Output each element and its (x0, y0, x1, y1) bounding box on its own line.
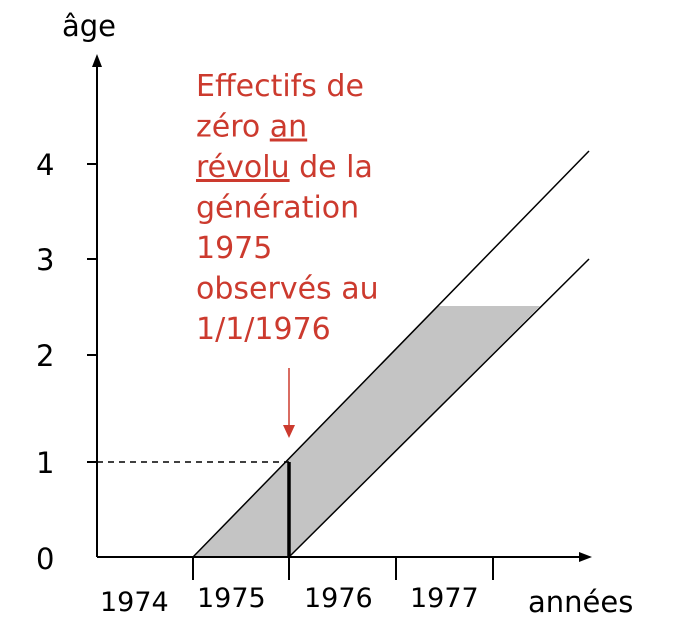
x-axis-arrow (579, 552, 592, 562)
annotation-underlined-word: révolu (196, 150, 290, 185)
lifeline-upper (192, 150, 590, 558)
generation-band-shade (193, 306, 540, 557)
annotation-line-segment: 1975 (196, 231, 272, 266)
annotation-arrow-head (283, 425, 295, 438)
y-tick-label: 1 (36, 446, 54, 480)
annotation-line-segment: 1/1/1976 (196, 312, 331, 347)
x-axis-title: années (528, 585, 633, 619)
y-tick-label: 0 (36, 542, 54, 576)
y-axis-arrow (92, 54, 102, 67)
y-tick-label: 2 (36, 339, 54, 373)
annotation-line-segment: de la (290, 150, 373, 185)
lifeline-lower (288, 258, 590, 558)
annotation-line-segment: génération (196, 191, 359, 226)
x-tick-label: 1974 (100, 587, 169, 618)
y-axis-title: âge (62, 9, 116, 43)
annotation-line-segment: observés au (196, 272, 379, 307)
x-tick-label: 1976 (304, 583, 373, 614)
annotation-line-segment: zéro (196, 110, 270, 145)
x-tick-label: 1977 (410, 583, 479, 614)
y-tick-label: 4 (36, 148, 54, 182)
x-tick-label: 1975 (197, 583, 266, 614)
annotation-text: Effectifs de zéro an révolu de la génératio… (196, 69, 379, 347)
annotation-line-segment: Effectifs de (196, 69, 364, 104)
annotation-underlined-word: an (270, 110, 307, 145)
y-tick-label: 3 (36, 243, 54, 277)
